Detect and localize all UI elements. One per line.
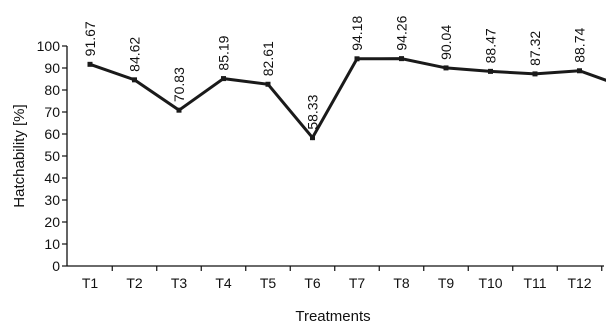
x-tick-label: T11: [523, 275, 546, 291]
x-tick-label: T8: [393, 275, 410, 291]
data-point: [532, 71, 538, 77]
y-axis: 0 10 20 30 40 50 60 70 80 90 100: [37, 38, 68, 274]
data-label: 87.32: [527, 31, 543, 66]
x-axis: T1T2T3T4T5T6T7T8T9T10T11T12T13: [67, 265, 604, 291]
y-axis-title: Hatchability [%]: [11, 104, 28, 207]
data-point: [265, 81, 271, 87]
data-point: [221, 76, 226, 82]
data-label: 58.33: [305, 94, 321, 129]
data-label: 84.62: [127, 37, 143, 72]
x-tick-label: T5: [260, 275, 277, 291]
data-point: [488, 68, 493, 74]
x-tick-label: T1: [82, 275, 99, 291]
data-point: [132, 77, 137, 83]
data-label: 91.67: [82, 21, 98, 56]
x-tick-label: T7: [349, 275, 366, 291]
x-axis-title: Treatments: [295, 308, 370, 321]
data-point: [87, 61, 93, 67]
y-tick-label: 80: [44, 82, 60, 98]
data-point: [399, 56, 404, 62]
x-tick-label: T10: [478, 275, 502, 291]
data-point: [443, 65, 449, 71]
x-tick-label: T3: [171, 275, 188, 291]
y-tick-label: 10: [44, 236, 60, 252]
y-tick-label: 70: [44, 104, 60, 120]
data-point: [310, 135, 315, 141]
x-tick-label: T9: [438, 275, 455, 291]
data-point: [354, 56, 360, 62]
data-label: 94.18: [349, 16, 365, 51]
data-point: [577, 68, 582, 74]
series-hatchability: [87, 56, 606, 141]
y-tick-label: 40: [44, 170, 60, 186]
y-tick-label: 60: [44, 126, 60, 142]
data-label: 70.83: [171, 67, 187, 102]
data-labels: 91.67 84.62 70.83 85.19 82.61 58.33 94.18 94.26…: [82, 15, 588, 129]
y-tick-label: 30: [44, 192, 60, 208]
data-label: 82.61: [260, 41, 276, 76]
y-tick-label: 20: [44, 214, 60, 230]
y-tick-label: 50: [44, 148, 60, 164]
series-line: [89, 57, 606, 141]
x-tick-label: T2: [126, 275, 143, 291]
y-tick-label: 0: [52, 258, 60, 274]
data-label: 88.47: [483, 28, 499, 63]
x-tick-label: T12: [567, 275, 591, 291]
data-label: 88.74: [572, 28, 588, 63]
x-tick-label: T6: [304, 275, 321, 291]
x-tick-label: T4: [215, 275, 232, 291]
y-tick-label: 90: [44, 60, 60, 76]
y-tick-label: 100: [37, 38, 61, 54]
data-label: 85.19: [216, 35, 232, 70]
data-point: [176, 107, 182, 113]
data-label: 94.26: [394, 15, 410, 50]
data-label: 90.04: [438, 25, 454, 60]
